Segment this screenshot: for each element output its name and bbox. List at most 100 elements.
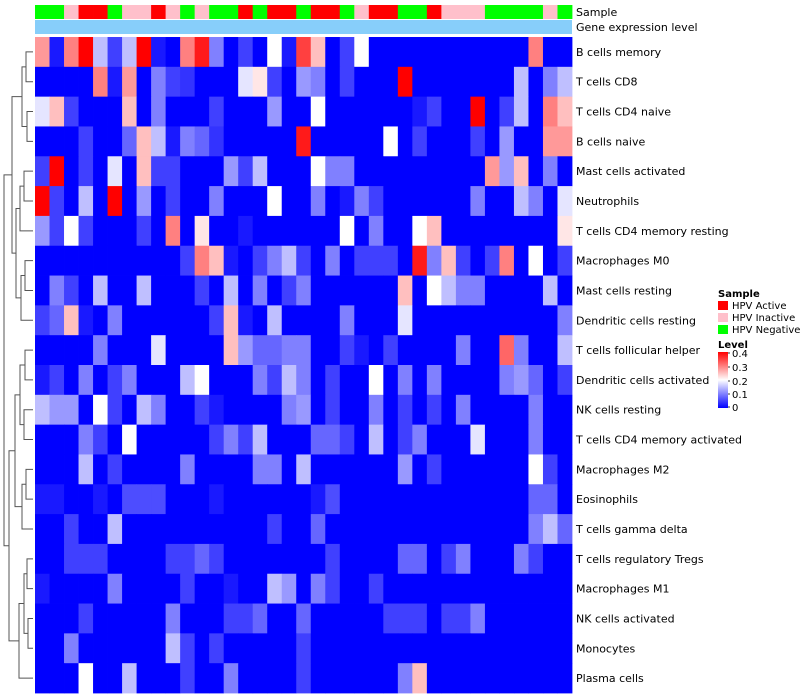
sample-annotation-cell [49, 5, 65, 19]
heatmap-cell [499, 335, 515, 366]
heatmap-cell [484, 215, 500, 247]
row-dendrogram [3, 51, 33, 679]
heatmap-cell [470, 186, 486, 217]
sample-annotation-cell [180, 5, 196, 19]
heatmap-cell [238, 454, 254, 485]
dendrogram-branch [14, 394, 22, 508]
heatmap-cell [223, 633, 239, 664]
heatmap-cell [49, 454, 65, 485]
heatmap-cell [122, 603, 137, 634]
heatmap-cell [383, 365, 399, 396]
heatmap-cell [64, 37, 79, 68]
heatmap-cell [499, 454, 515, 485]
heatmap-cell [325, 215, 341, 247]
heatmap-cell [209, 633, 225, 664]
heatmap-cell [151, 394, 167, 426]
heatmap-cell [339, 603, 355, 634]
level-tick-0-1: 0.1 [732, 390, 748, 401]
heatmap-cell [252, 543, 268, 575]
heatmap-cell [49, 663, 65, 694]
heatmap-cell [180, 156, 196, 187]
heatmap-cell [136, 424, 152, 455]
heatmap-cell [180, 543, 196, 575]
heatmap-cell [267, 245, 283, 276]
level-tick-0-3: 0.3 [732, 363, 748, 374]
heatmap-cell [165, 484, 181, 515]
heatmap-cell [484, 454, 500, 485]
heatmap-cell [35, 573, 50, 604]
heatmap-cell [528, 305, 544, 336]
heatmap-cell [194, 275, 210, 306]
heatmap-cell [281, 365, 297, 396]
heatmap-cell [470, 633, 486, 664]
heatmap-cell [513, 454, 529, 485]
heatmap-cell [542, 484, 558, 515]
heatmap-cell [499, 573, 515, 604]
heatmap-cell [354, 186, 370, 217]
heatmap-cell [441, 156, 457, 187]
heatmap-cell [557, 335, 573, 366]
heatmap-cell [238, 424, 254, 455]
heatmap-cell [281, 424, 297, 455]
heatmap-cell [296, 156, 312, 187]
heatmap-cell [542, 394, 558, 426]
heatmap-cell [354, 275, 370, 306]
heatmap-cell [499, 37, 515, 68]
heatmap-cell [310, 543, 326, 575]
heatmap-cell [122, 633, 137, 664]
heatmap-cell [354, 454, 370, 485]
heatmap-cell [151, 573, 167, 604]
heatmap-cell [542, 365, 558, 396]
heatmap-cell [542, 514, 558, 545]
heatmap-cell [252, 663, 268, 694]
level-legend-title: Level [718, 340, 748, 351]
heatmap-cell [136, 663, 152, 694]
heatmap-cell [194, 126, 210, 157]
heatmap-cell [93, 543, 108, 575]
heatmap-cell [499, 484, 515, 515]
heatmap-cell [455, 215, 471, 247]
heatmap-cell [383, 126, 399, 157]
heatmap-cell [267, 514, 283, 545]
heatmap-cell [49, 633, 65, 664]
heatmap-cell [412, 215, 428, 247]
heatmap-cell [107, 424, 123, 455]
heatmap-cell [484, 245, 500, 276]
heatmap-cell [209, 275, 225, 306]
heatmap-cell [64, 186, 79, 217]
heatmap-cell [296, 514, 312, 545]
row-label-mast-cells-activated: Mast cells activated [576, 165, 685, 178]
heatmap-cell [35, 215, 50, 247]
sample-annotation-cell [368, 5, 384, 19]
heatmap-cell [267, 215, 283, 247]
heatmap-cell [383, 186, 399, 217]
heatmap-cell [180, 394, 196, 426]
heatmap-cell [35, 394, 50, 426]
heatmap-cell [223, 245, 239, 276]
heatmap-cell [354, 66, 370, 98]
heatmap-cell [310, 96, 326, 127]
heatmap-cell [542, 245, 558, 276]
heatmap-cell [499, 305, 515, 336]
heatmap-cell [441, 215, 457, 247]
row-label-b-cells-memory: B cells memory [576, 46, 662, 59]
heatmap-cell [93, 394, 108, 426]
heatmap-cell [281, 454, 297, 485]
heatmap-cell [542, 454, 558, 485]
heatmap-cell [484, 275, 500, 306]
heatmap-cell [368, 275, 384, 306]
heatmap-cell [35, 603, 50, 634]
heatmap-cell [470, 543, 486, 575]
heatmap-cell [470, 66, 486, 98]
heatmap-cell [397, 454, 413, 485]
heatmap-cell [136, 394, 152, 426]
heatmap-cell [426, 37, 442, 68]
heatmap-cell [470, 424, 486, 455]
heatmap-cell [93, 37, 108, 68]
heatmap-cell [223, 215, 239, 247]
heatmap-cell [252, 215, 268, 247]
heatmap-cell [557, 394, 573, 426]
heatmap-cell [557, 66, 573, 98]
heatmap-cell [78, 186, 94, 217]
heatmap-cell [136, 514, 152, 545]
